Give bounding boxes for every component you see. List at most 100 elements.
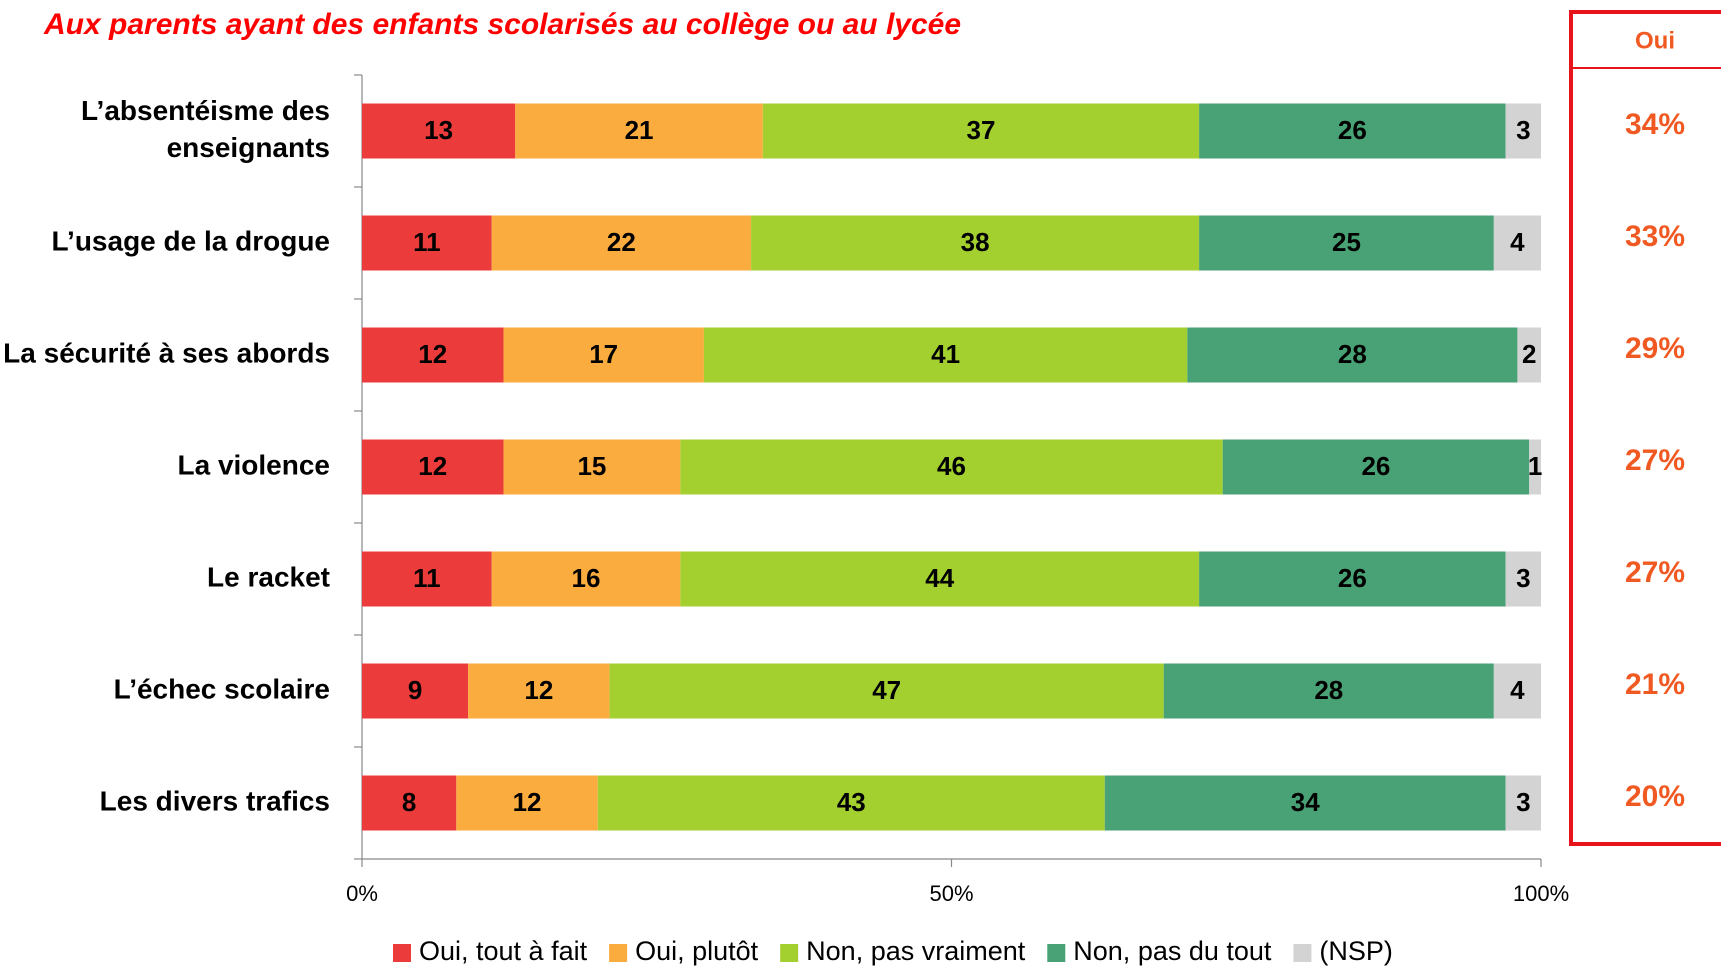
bar-segment [751,215,1200,271]
data-label: 34 [1291,787,1320,817]
legend-swatch [393,944,411,962]
data-label: 12 [513,787,542,817]
bar-segment [762,103,1200,159]
data-label: 12 [524,675,553,705]
bar-segment [515,103,763,159]
chart-title: Aux parents ayant des enfants scolarisés… [43,8,961,41]
category-label: La sécurité à ses abords [3,337,330,369]
oui-value: 33% [1625,220,1685,253]
data-label: 13 [424,115,453,145]
category-label: L’absentéisme des enseignants [80,95,330,163]
data-label: 11 [413,227,441,257]
data-label: 8 [402,787,416,817]
bar-segment [1199,551,1506,607]
oui-value: 21% [1625,668,1685,701]
category-label: L’usage de la drogue [51,225,330,257]
x-tick-label: 100% [1513,881,1569,906]
bar-segment [362,103,516,159]
bar-segment [1104,775,1506,831]
bar-segment [362,439,504,495]
bar-segment [456,775,598,831]
bar-segment [491,215,752,271]
bar-segment [1199,215,1494,271]
data-label: 22 [607,227,636,257]
x-tick-label: 50% [929,881,973,906]
bar-segment [703,327,1188,383]
data-label: 26 [1361,451,1390,481]
legend-swatch [609,944,628,962]
data-label: 46 [937,451,966,481]
oui-title: Oui [1635,27,1675,54]
data-label: 37 [967,115,996,145]
data-label: 9 [408,675,422,705]
data-label: 47 [872,675,901,705]
oui-value: 29% [1625,332,1685,365]
data-label: 2 [1522,339,1536,369]
bar-segment [362,663,469,719]
data-label: 38 [961,227,990,257]
legend-label: Non, pas vraiment [806,936,1026,966]
x-tick-label: 0% [346,881,378,906]
bar-segment [1505,775,1541,831]
data-label: 28 [1314,675,1343,705]
data-label: 16 [572,563,601,593]
data-label: 3 [1516,115,1530,145]
legend-label: Non, pas du tout [1073,936,1272,966]
bar-segment [503,327,704,383]
legend-swatch [1293,944,1312,962]
bar-segment [1493,215,1541,271]
data-label: 15 [577,451,606,481]
data-label: 28 [1338,339,1367,369]
oui-value: 27% [1625,444,1685,477]
bar-segment [680,551,1200,607]
bar-segment [468,663,610,719]
bar-segment [362,551,492,607]
bar-segment [1199,103,1506,159]
oui-panel [1569,10,1721,846]
bar-segment [680,439,1223,495]
bar-segment [362,775,457,831]
data-label: 4 [1510,227,1525,257]
bar-segment [609,663,1164,719]
legend-label: (NSP) [1319,936,1393,966]
bar-segment [597,775,1105,831]
data-label: 26 [1338,115,1367,145]
data-label: 17 [589,339,618,369]
legend-swatch [1047,944,1066,962]
bar-segment [1163,663,1494,719]
oui-value: 34% [1625,108,1685,141]
data-label: 12 [418,451,447,481]
legend-label: Oui, plutôt [635,936,759,966]
category-label: L’échec scolaire [113,673,330,705]
data-label: 26 [1338,563,1367,593]
bar-segment [1493,663,1541,719]
oui-value: 20% [1625,780,1685,813]
data-label: 43 [837,787,866,817]
bar-segment [1517,327,1541,383]
data-label: 4 [1510,675,1525,705]
data-label: 25 [1332,227,1361,257]
category-label: Le racket [207,561,330,593]
data-label: 44 [925,563,954,593]
legend-label: Oui, tout à fait [419,936,588,966]
data-label: 3 [1516,787,1530,817]
category-label: Les divers trafics [99,785,330,817]
bar-segment [1505,551,1541,607]
data-label: 12 [418,339,447,369]
data-label: 1 [1528,451,1542,481]
bar-segment [1505,103,1541,159]
category-label: La violence [177,449,330,481]
data-label: 3 [1516,563,1530,593]
bar-segment [1187,327,1518,383]
oui-value: 27% [1625,556,1685,589]
bar-segment [491,551,681,607]
bar-segment [1529,439,1541,495]
bar-segment [362,215,492,271]
data-label: 41 [931,339,960,369]
data-label: 11 [413,563,441,593]
legend-swatch [780,944,799,962]
data-label: 21 [625,115,654,145]
bar-segment [1222,439,1530,495]
bar-segment [503,439,681,495]
